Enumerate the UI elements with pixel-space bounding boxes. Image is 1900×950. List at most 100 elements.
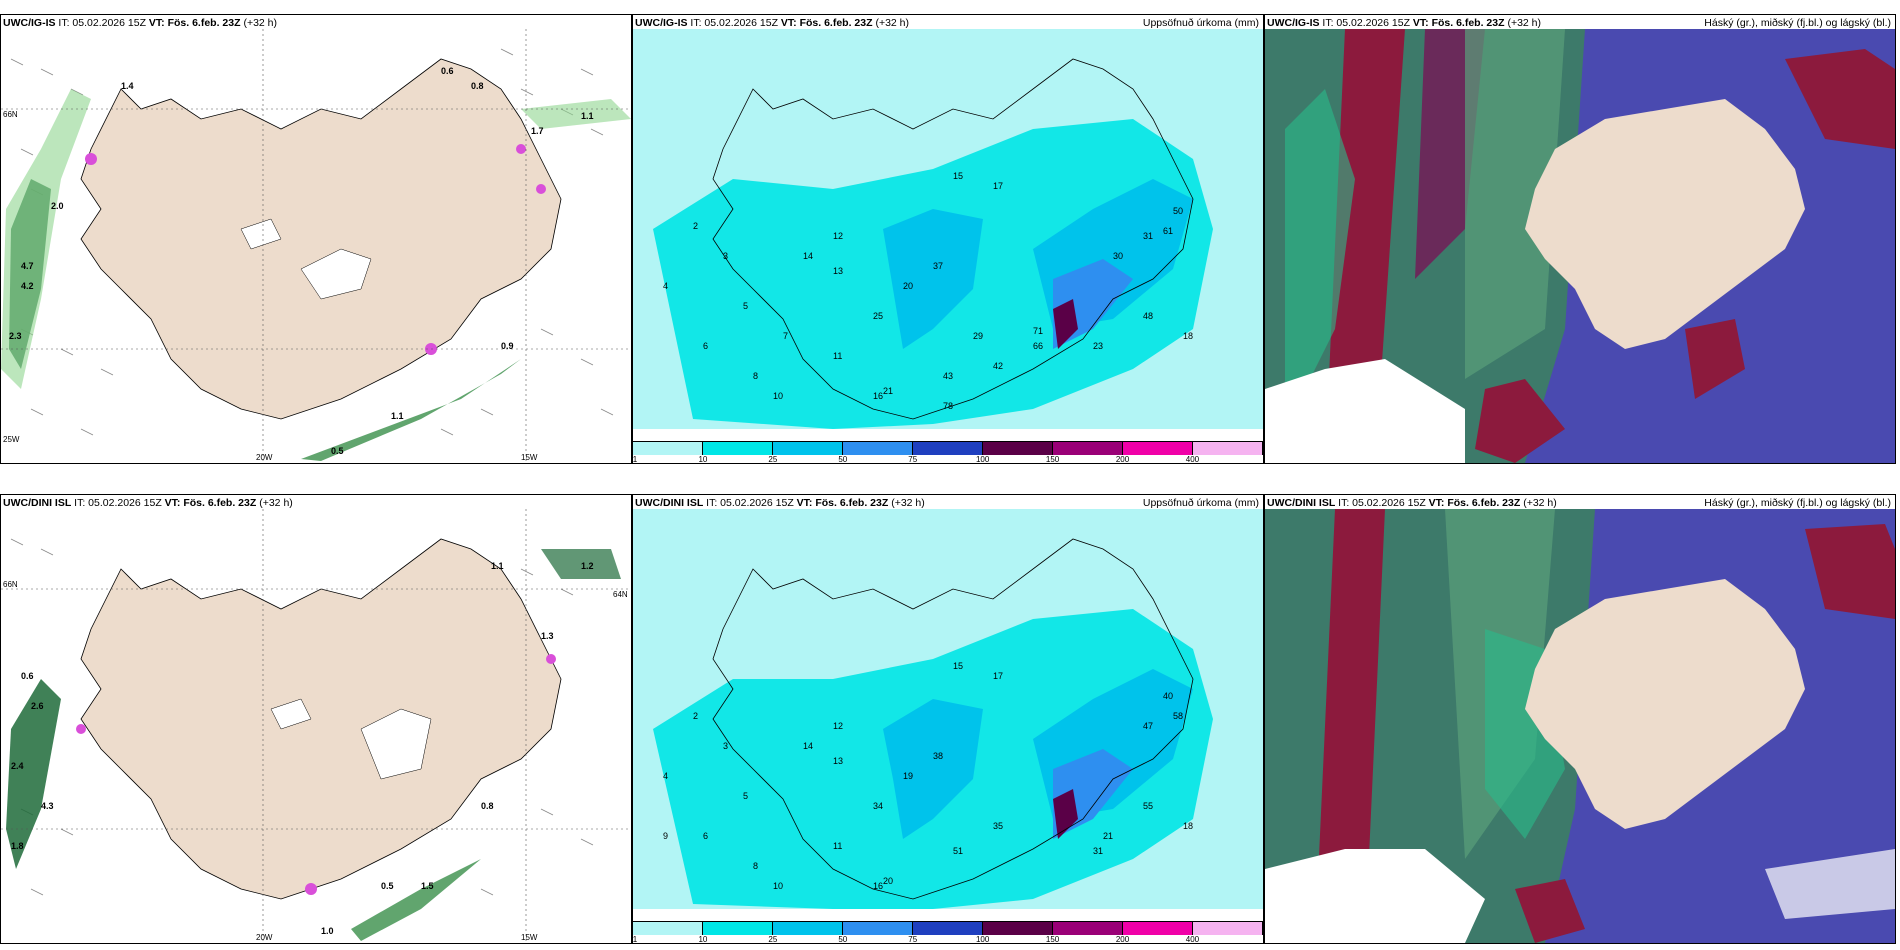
precip-value: 50: [1173, 206, 1183, 216]
lon-label: 15W: [521, 933, 538, 942]
wind-label: 1.1: [581, 111, 594, 121]
colorbar-swatch: [1123, 442, 1193, 455]
colorbar-ticks: 1 10 25 50 75 100 150 200 400: [633, 455, 1263, 464]
precip-value: 10: [773, 391, 783, 401]
precip-value: 13: [833, 266, 843, 276]
wind-label: 1.8: [11, 841, 24, 851]
valid-time: VT: Fös. 6.feb. 23Z: [148, 17, 241, 29]
lead-time-wrap: h): [283, 497, 293, 509]
lead-time: (+32 h): [875, 17, 910, 29]
lead-time: (+32 h): [891, 497, 925, 509]
precip-band-e: [521, 99, 631, 129]
precip-value: 9: [663, 831, 668, 841]
colorbar-tick: 25: [768, 455, 778, 464]
colorbar-tick: 400: [1185, 455, 1200, 464]
colorbar-swatch: [1193, 442, 1263, 455]
valid-time: VT: Fös. 6.feb. 23Z: [1412, 17, 1505, 29]
precip-value: 18: [1183, 821, 1193, 831]
panel-header: UWC/IG-IS IT: 05.02.2026 15Z VT: Fös. 6.…: [1267, 17, 1893, 29]
precip-value: 6: [703, 341, 708, 351]
precip-value: 17: [993, 181, 1003, 191]
colorbar-ticks: 1 10 25 50 75 100 150 200 400: [632, 935, 1263, 944]
valid-time: VT: Fös. 6.feb. 23Z: [1428, 497, 1521, 509]
precip-value: 8: [753, 861, 758, 871]
wind-label: 4.2: [21, 281, 34, 291]
field-title: Háský (gr.), miðský (fj.bl.) og lágský (…: [1704, 497, 1891, 509]
init-time: IT: 05.02.2026 15Z: [58, 17, 146, 29]
colorbar-tick: 75: [908, 455, 918, 464]
precip-value: 5: [743, 301, 748, 311]
colorbar-tick: 400: [1185, 935, 1200, 944]
precip-band-se: [301, 359, 521, 461]
lat-label: 66N: [3, 580, 18, 589]
panel-header: UWC/DINI ISL IT: 05.02.2026 15Z VT: Fös.…: [1267, 497, 1893, 509]
wind-label: 1.2: [581, 561, 594, 571]
wind-label: 0.5: [331, 446, 344, 456]
precip-value: 21: [1103, 831, 1113, 841]
colorbar-swatch: [773, 442, 843, 455]
colorbar-tick: 1: [632, 935, 638, 944]
precip-value: 66: [1033, 341, 1043, 351]
wind-map-top: 4.7 4.2 2.3 2.0 1.4 0.6 0.8 1.7 1.1 0.9 …: [1, 29, 631, 463]
precip-value: 47: [1143, 721, 1153, 731]
precip-value: 20: [903, 281, 913, 291]
precip-value: 31: [1093, 846, 1103, 856]
precip-value: 35: [993, 821, 1003, 831]
wind-label: 0.5: [381, 881, 394, 891]
model-name: UWC/DINI ISL: [1267, 497, 1336, 509]
lon-label: 20W: [256, 453, 273, 462]
colorbar-tick: 200: [1115, 455, 1130, 464]
panel-top-right: UWC/IG-IS IT: 05.02.2026 15Z VT: Fös. 6.…: [1264, 14, 1896, 464]
wind-label: 0.6: [21, 671, 34, 681]
precip-value: 23: [1093, 341, 1103, 351]
init-time: IT: 05.02.2026 15Z: [1322, 17, 1410, 29]
init-time: IT: 05.02.2026 15Z: [706, 497, 794, 509]
lat-label: 64N: [613, 590, 628, 599]
precip-value: 12: [833, 721, 843, 731]
colorbar-tick: 50: [838, 935, 848, 944]
precip-map-bottom: 2 3 4 5 6 8 9 10 11 12 13 14 15 16 17 18…: [633, 509, 1263, 909]
colorbar-swatch: [1053, 442, 1123, 455]
precip-value: 40: [1163, 691, 1173, 701]
precip-value: 51: [953, 846, 963, 856]
wind-label: 1.1: [391, 411, 404, 421]
model-name: UWC/IG-IS: [635, 17, 688, 29]
field-title: Háský (gr.), miðský (fj.bl.) og lágský (…: [1704, 17, 1891, 29]
model-name: UWC/DINI ISL: [635, 497, 704, 509]
wind-label: 0.6: [441, 66, 454, 76]
wind-label: 0.9: [501, 341, 514, 351]
colorbar-tick: 150: [1045, 455, 1060, 464]
field-title: Uppsöfnuð úrkoma (mm): [1142, 497, 1259, 509]
field-title: Uppsöfnuð úrkoma (mm): [1142, 17, 1259, 29]
colorbar-tick: 10: [698, 935, 708, 944]
wind-label: 2.4: [11, 761, 24, 771]
init-time: IT: 05.02.2026 15Z: [690, 17, 778, 29]
precip-value: 61: [1163, 226, 1173, 236]
panel-bottom-right: UWC/DINI ISL IT: 05.02.2026 15Z VT: Fös.…: [1264, 494, 1896, 944]
wind-label: 2.0: [51, 201, 64, 211]
precip-value: 34: [873, 801, 883, 811]
precip-value: 29: [973, 331, 983, 341]
panel-header: UWC/IG-IS IT: 05.02.2026 15Z VT: Fös. 6.…: [3, 17, 629, 29]
wind-label: 1.7: [531, 126, 544, 136]
wind-label: 4.3: [41, 801, 54, 811]
panel-bottom-middle: UWC/DINI ISL IT: 05.02.2026 15Z VT: Fös.…: [632, 494, 1264, 944]
precip-value: 11: [833, 841, 842, 851]
init-time: IT: 05.02.2026 15Z: [74, 497, 162, 509]
precip-value: 6: [703, 831, 708, 841]
wind-label: 0.8: [481, 801, 494, 811]
precip-value: 78: [943, 401, 953, 411]
precip-value: 25: [873, 311, 883, 321]
wind-label: 2.6: [31, 701, 44, 711]
colorbar-swatch: [633, 922, 703, 935]
colorbar-tick: 100: [975, 935, 990, 944]
wind-label: 1.4: [121, 81, 134, 91]
model-name: UWC/DINI ISL: [3, 497, 72, 509]
valid-time: VT: Fös. 6.feb. 23Z: [796, 497, 889, 509]
colorbar-swatches: [633, 441, 1263, 455]
precip-value: 3: [723, 251, 728, 261]
lat-label: 25W: [3, 435, 20, 444]
precip-value: 30: [1113, 251, 1123, 261]
precip-value: 18: [1183, 331, 1193, 341]
wind-label: 1.0: [321, 926, 334, 936]
